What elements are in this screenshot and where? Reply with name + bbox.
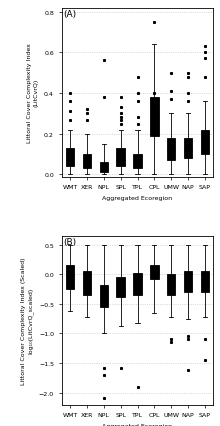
PathPatch shape <box>83 272 91 295</box>
PathPatch shape <box>116 149 125 167</box>
Y-axis label: Littoral Cover Complexity Index
(LitCvrQ): Littoral Cover Complexity Index (LitCvrQ… <box>27 43 38 143</box>
PathPatch shape <box>167 275 176 295</box>
PathPatch shape <box>116 277 125 297</box>
PathPatch shape <box>201 272 209 292</box>
PathPatch shape <box>99 163 108 173</box>
PathPatch shape <box>167 138 176 161</box>
X-axis label: Aggregated Ecoregion: Aggregated Ecoregion <box>103 195 172 200</box>
PathPatch shape <box>133 273 142 295</box>
PathPatch shape <box>150 266 159 279</box>
PathPatch shape <box>133 155 142 169</box>
Text: (A): (A) <box>63 10 76 19</box>
PathPatch shape <box>201 130 209 155</box>
PathPatch shape <box>66 266 74 289</box>
PathPatch shape <box>83 155 91 169</box>
PathPatch shape <box>184 272 192 292</box>
Y-axis label: Littoral Cover Complexity Index (Scaled)
log₁₀(LitCvrQ_scaled): Littoral Cover Complexity Index (Scaled)… <box>21 257 33 384</box>
PathPatch shape <box>150 98 159 136</box>
PathPatch shape <box>66 149 74 167</box>
X-axis label: Aggregated Ecoregion: Aggregated Ecoregion <box>103 423 172 426</box>
PathPatch shape <box>184 138 192 159</box>
Text: (B): (B) <box>63 238 76 247</box>
PathPatch shape <box>99 285 108 307</box>
